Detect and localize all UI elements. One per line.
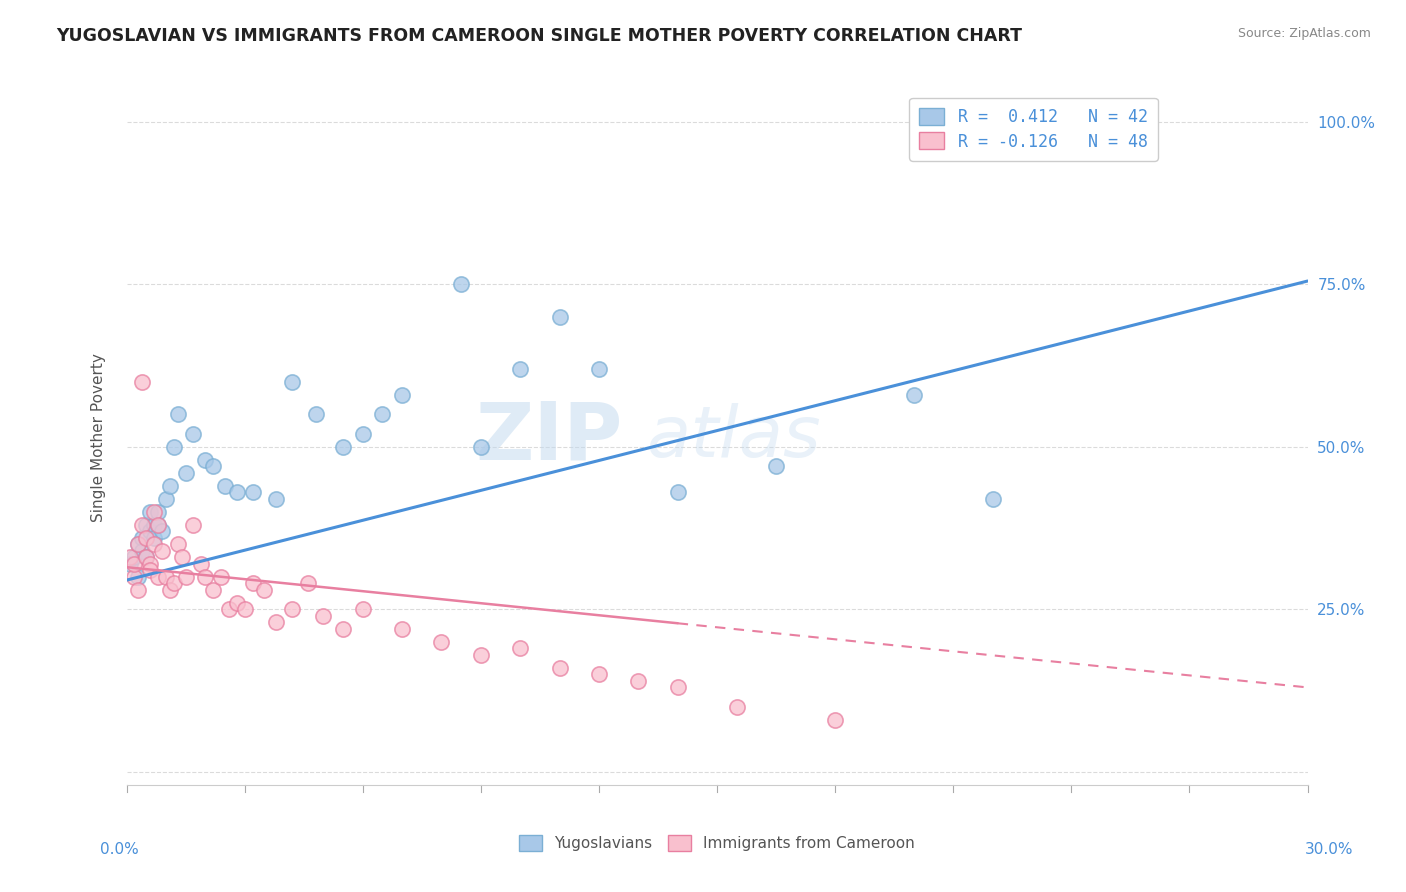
Legend: Yugoslavians, Immigrants from Cameroon: Yugoslavians, Immigrants from Cameroon [513, 830, 921, 857]
Point [214, 479, 236, 493]
Point [163, 440, 186, 454]
Point [253, 582, 276, 597]
Point [174, 466, 197, 480]
Point [131, 375, 153, 389]
Point [155, 570, 177, 584]
Point [450, 277, 472, 292]
Point [391, 622, 413, 636]
Point [194, 453, 217, 467]
Point [155, 491, 177, 506]
Point [430, 635, 453, 649]
Point [903, 388, 925, 402]
Point [588, 667, 610, 681]
Point [159, 479, 181, 493]
Point [509, 361, 531, 376]
Point [332, 622, 354, 636]
Point [170, 550, 193, 565]
Point [666, 485, 689, 500]
Point [127, 537, 149, 551]
Point [124, 570, 146, 584]
Text: ZIP: ZIP [475, 398, 623, 476]
Point [135, 517, 157, 532]
Point [352, 426, 374, 441]
Point [139, 524, 162, 539]
Point [146, 517, 169, 532]
Point [233, 602, 256, 616]
Point [146, 517, 169, 532]
Text: Source: ZipAtlas.com: Source: ZipAtlas.com [1237, 27, 1371, 40]
Point [225, 485, 247, 500]
Point [131, 531, 153, 545]
Point [202, 582, 225, 597]
Point [150, 544, 173, 558]
Point [135, 531, 157, 545]
Point [352, 602, 374, 616]
Point [297, 576, 319, 591]
Point [124, 550, 146, 565]
Point [666, 681, 689, 695]
Point [824, 713, 846, 727]
Point [765, 459, 787, 474]
Point [627, 673, 650, 688]
Point [218, 602, 240, 616]
Point [190, 557, 212, 571]
Point [209, 570, 232, 584]
Text: YUGOSLAVIAN VS IMMIGRANTS FROM CAMEROON SINGLE MOTHER POVERTY CORRELATION CHART: YUGOSLAVIAN VS IMMIGRANTS FROM CAMEROON … [56, 27, 1022, 45]
Point [127, 570, 149, 584]
Point [146, 505, 169, 519]
Point [120, 550, 142, 565]
Point [281, 602, 304, 616]
Point [150, 524, 173, 539]
Text: 0.0%: 0.0% [100, 842, 139, 856]
Point [127, 582, 149, 597]
Point [981, 491, 1004, 506]
Point [281, 375, 304, 389]
Point [470, 648, 492, 662]
Point [131, 517, 153, 532]
Point [304, 407, 326, 421]
Point [725, 700, 748, 714]
Point [120, 557, 142, 571]
Point [143, 537, 166, 551]
Point [225, 596, 247, 610]
Point [143, 505, 166, 519]
Point [371, 407, 394, 421]
Text: atlas: atlas [647, 402, 821, 472]
Point [166, 537, 188, 551]
Point [143, 517, 166, 532]
Point [159, 582, 181, 597]
Point [548, 661, 571, 675]
Point [174, 570, 197, 584]
Point [588, 361, 610, 376]
Point [202, 459, 225, 474]
Point [131, 544, 153, 558]
Y-axis label: Single Mother Poverty: Single Mother Poverty [91, 352, 105, 522]
Point [139, 505, 162, 519]
Point [143, 531, 166, 545]
Point [509, 641, 531, 656]
Point [470, 440, 492, 454]
Point [264, 615, 287, 630]
Point [146, 570, 169, 584]
Point [127, 537, 149, 551]
Point [135, 550, 157, 565]
Point [183, 517, 205, 532]
Point [242, 576, 264, 591]
Text: 30.0%: 30.0% [1305, 842, 1353, 856]
Point [391, 388, 413, 402]
Point [163, 576, 186, 591]
Point [332, 440, 354, 454]
Point [135, 550, 157, 565]
Point [242, 485, 264, 500]
Point [264, 491, 287, 506]
Point [166, 407, 188, 421]
Point [183, 426, 205, 441]
Point [194, 570, 217, 584]
Point [312, 608, 335, 623]
Point [139, 563, 162, 577]
Point [124, 557, 146, 571]
Point [139, 557, 162, 571]
Point [548, 310, 571, 324]
